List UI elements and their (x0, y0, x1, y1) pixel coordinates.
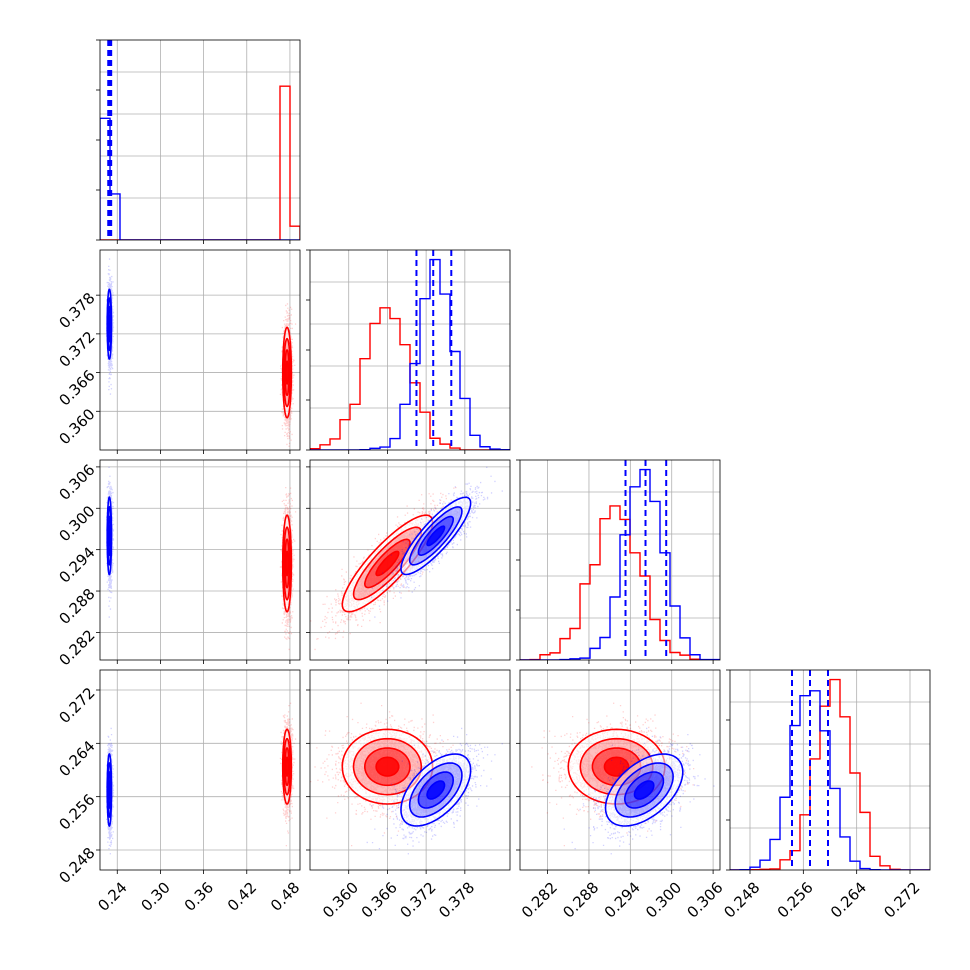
y-tick-label: 0.282 (55, 626, 98, 669)
y-tick-label: 0.306 (55, 461, 98, 504)
contour-red (285, 756, 289, 777)
diag-panel-2 (520, 460, 720, 660)
contour-blue (426, 780, 446, 800)
y-tick-label: 0.256 (55, 790, 98, 833)
x-tick-label: 0.30 (138, 878, 174, 914)
contour-blue (426, 525, 446, 547)
x-tick-label: 0.48 (267, 878, 303, 914)
x-tick-label: 0.272 (880, 878, 923, 921)
y-tick-label: 0.264 (55, 737, 98, 780)
hist-red-1 (310, 307, 510, 450)
x-tick-label: 0.282 (518, 878, 561, 921)
panel-frame (99, 669, 301, 871)
panel-frame (309, 459, 511, 661)
x-tick-label: 0.42 (224, 878, 260, 914)
panel-frame (309, 669, 511, 871)
x-tick-label: 0.36 (181, 878, 217, 914)
x-tick-label: 0.288 (559, 878, 602, 921)
panel-frame (99, 459, 301, 661)
y-tick-label: 0.300 (55, 502, 98, 545)
y-tick-label: 0.272 (55, 684, 98, 727)
panel-3-0 (100, 670, 300, 870)
x-tick-label: 0.360 (319, 878, 362, 921)
panel-3-2 (520, 670, 720, 870)
x-tick-label: 0.294 (601, 878, 644, 921)
x-tick-label: 0.248 (720, 878, 763, 921)
x-tick-label: 0.366 (358, 878, 401, 921)
y-tick-label: 0.360 (55, 405, 98, 448)
x-tick-label: 0.256 (774, 878, 817, 921)
x-tick-label: 0.24 (94, 878, 130, 914)
contour-red (285, 360, 289, 385)
diag-panel-1 (310, 250, 510, 450)
panel-3-1 (310, 670, 510, 870)
y-tick-label: 0.372 (55, 328, 98, 371)
panel-frame (99, 39, 301, 241)
y-tick-label: 0.248 (55, 844, 98, 887)
x-tick-label: 0.306 (683, 878, 726, 921)
x-tick-label: 0.264 (827, 878, 870, 921)
hist-red-3 (730, 678, 930, 870)
panel-2-1 (310, 460, 510, 660)
hist-blue-2 (520, 468, 720, 660)
hist-red-0 (100, 85, 300, 240)
y-tick-label: 0.366 (55, 366, 98, 409)
hist-blue-0 (100, 117, 300, 240)
hist-red-2 (520, 505, 720, 660)
contour-red (375, 756, 400, 777)
contour-blue (108, 314, 111, 334)
diag-panel-3 (730, 670, 930, 870)
panel-2-0 (100, 460, 300, 660)
y-tick-label: 0.378 (55, 289, 98, 332)
x-tick-label: 0.378 (435, 878, 478, 921)
contour-blue (633, 780, 655, 800)
hist-blue-3 (730, 690, 930, 870)
contour-red (285, 550, 289, 577)
diag-panel-0 (100, 40, 300, 240)
contour-red (375, 550, 400, 577)
y-tick-label: 0.288 (55, 585, 98, 628)
contour-blue (108, 780, 111, 800)
panel-1-0 (100, 250, 300, 450)
x-tick-label: 0.372 (396, 878, 439, 921)
contour-blue (108, 524, 111, 547)
panel-frame (99, 249, 301, 451)
x-tick-label: 0.300 (642, 878, 685, 921)
panel-frame (519, 669, 721, 871)
y-tick-label: 0.294 (55, 543, 98, 586)
